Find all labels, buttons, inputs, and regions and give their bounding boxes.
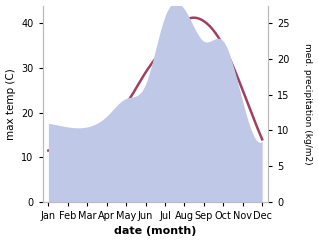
Y-axis label: max temp (C): max temp (C): [5, 68, 16, 140]
X-axis label: date (month): date (month): [114, 227, 197, 236]
Y-axis label: med. precipitation (kg/m2): med. precipitation (kg/m2): [303, 43, 313, 165]
